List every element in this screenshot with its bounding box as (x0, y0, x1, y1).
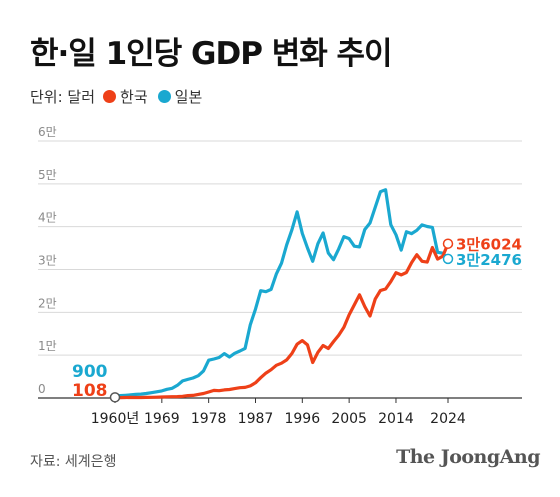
legend-swatch-japan (157, 89, 171, 103)
legend: 단위: 달러 한국 일본 (30, 86, 212, 106)
legend-swatch-korea (103, 89, 117, 103)
brand-logo: The JoongAng (396, 446, 540, 468)
series-line-korea (113, 242, 450, 400)
x-tick-label-3: 1987 (238, 411, 274, 427)
y-tick-label-1: 1만 (38, 339, 57, 353)
x-tick-label-2: 1978 (191, 411, 227, 427)
x-tick-label-0: 1960년 (91, 411, 140, 427)
y-tick-label-6: 6만 (38, 125, 57, 139)
legend-item-japan: 일본 (157, 86, 203, 107)
x-tick-label-1: 1969 (144, 411, 180, 427)
x-tick-label-5: 2005 (331, 411, 367, 427)
chart-title: 한·일 1인당 GDP 변화 추이 (30, 36, 393, 72)
end-point-marker-korea (442, 238, 454, 249)
y-tick-label-3: 3만 (38, 254, 57, 268)
y-tick-label-0: 0 (38, 382, 46, 396)
end-value-label-korea: 3만6024 (456, 236, 522, 254)
start-value-label-japan: 900 (72, 362, 108, 382)
source-note: 자료: 세계은행 (30, 454, 117, 470)
legend-label-korea: 한국 (120, 87, 148, 106)
y-tick-label-5: 5만 (38, 168, 57, 182)
y-tick-label-4: 4만 (38, 211, 57, 225)
x-tick-label-4: 1996 (284, 411, 320, 427)
end-value-label-japan: 3만2476 (456, 251, 522, 269)
unit-label: 단위: 달러 (30, 87, 96, 106)
x-tick-label-7: 2024 (430, 411, 466, 427)
end-point-marker-japan (442, 253, 454, 265)
legend-label-japan: 일본 (174, 87, 203, 106)
series-line-japan (113, 188, 450, 398)
start-value-label-korea: 108 (72, 381, 108, 401)
x-tick-label-6: 2014 (378, 411, 414, 427)
start-point-marker (109, 392, 121, 403)
y-tick-label-2: 2만 (38, 296, 57, 310)
legend-item-korea: 한국 (103, 86, 148, 107)
